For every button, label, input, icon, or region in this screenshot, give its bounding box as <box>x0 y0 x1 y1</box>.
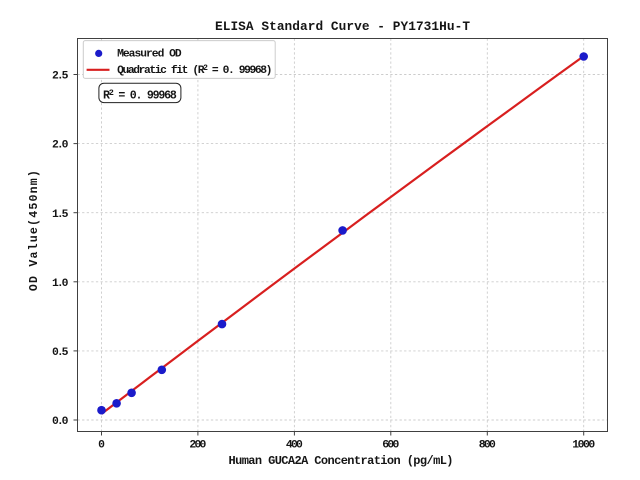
svg-text:2.0: 2.0 <box>52 140 69 152</box>
svg-text:R2 = 0. 99968: R2 = 0. 99968 <box>103 88 177 103</box>
svg-text:0: 0 <box>98 440 105 452</box>
svg-text:800: 800 <box>479 440 496 452</box>
svg-text:2.5: 2.5 <box>52 71 69 83</box>
svg-text:0.5: 0.5 <box>52 347 69 359</box>
svg-text:400: 400 <box>286 440 303 452</box>
svg-text:Measured OD: Measured OD <box>117 48 182 60</box>
svg-text:1.5: 1.5 <box>52 209 69 221</box>
svg-text:600: 600 <box>382 440 399 452</box>
svg-text:ELISA Standard Curve - PY1731H: ELISA Standard Curve - PY1731Hu-T <box>215 19 470 34</box>
svg-text:0.0: 0.0 <box>52 416 69 428</box>
svg-text:200: 200 <box>189 440 206 452</box>
svg-text:Human GUCA2A Concentration (pg: Human GUCA2A Concentration (pg/mL) <box>229 454 454 468</box>
svg-text:1000: 1000 <box>572 440 595 452</box>
svg-text:OD Value(450nm): OD Value(450nm) <box>28 170 41 291</box>
svg-text:1.0: 1.0 <box>52 278 69 290</box>
svg-text:Quadratic fit (R2 = 0. 99968): Quadratic fit (R2 = 0. 99968) <box>117 64 272 77</box>
